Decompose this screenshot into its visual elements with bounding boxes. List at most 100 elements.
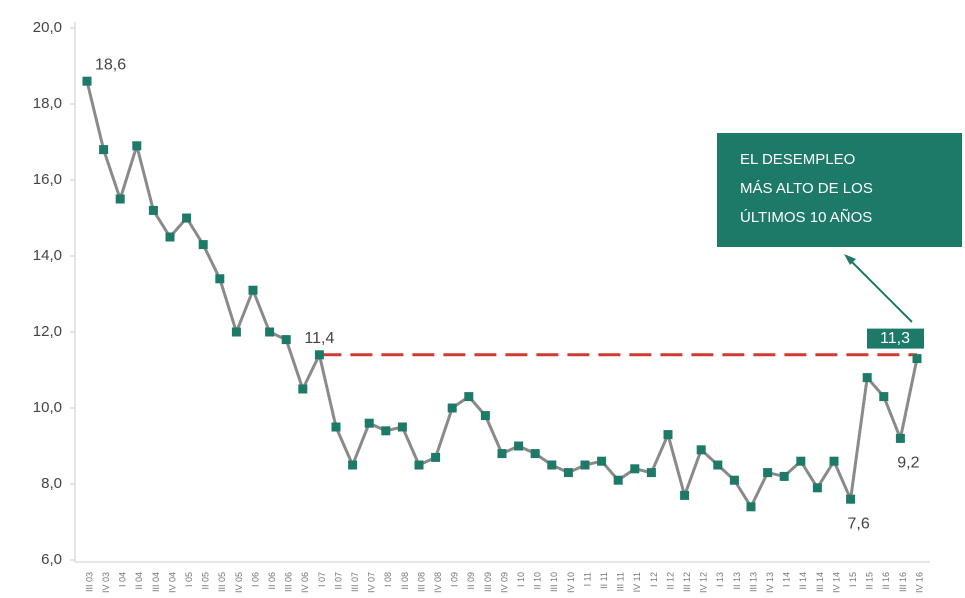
point-marker [663,430,673,440]
point-marker [298,384,308,394]
y-tick-label: 20,0 [33,19,62,36]
x-tick-label: II 14 [798,572,808,590]
point-marker [763,468,773,478]
point-marker [514,441,524,451]
point-marker [348,460,358,470]
highlight-box [867,328,924,349]
x-tick-label: IV 14 [831,572,841,593]
point-marker [547,460,557,470]
point-marker [115,194,125,204]
x-tick-label: II 15 [865,572,875,590]
point-marker [895,433,905,443]
point-marker [912,354,922,364]
point-marker [580,460,590,470]
x-tick-label: III 03 [84,572,94,592]
y-tick-label: 12,0 [33,323,62,340]
x-tick-label: III 16 [898,572,908,592]
point-marker [281,335,291,345]
point-marker [563,468,573,478]
callout-arrow [847,257,913,323]
point-marker [796,456,806,466]
x-tick-label: I 11 [582,572,592,586]
data-label: 11,3 [880,330,910,347]
point-marker [862,373,872,383]
point-marker [198,240,208,250]
x-tick-label: IV 03 [101,572,111,593]
point-marker [597,456,607,466]
point-marker [414,460,424,470]
point-marker [215,274,225,284]
x-tick-label: III 13 [748,572,758,592]
x-tick-label: III 09 [483,572,493,592]
point-marker [480,411,490,421]
point-marker [381,426,391,436]
x-tick-label: IV 16 [914,572,924,593]
x-tick-label: III 07 [350,572,360,592]
x-tick-label: II 05 [201,572,211,590]
point-marker [829,456,839,466]
arrow-head [844,254,856,265]
point-marker [447,403,457,413]
x-tick-label: I 05 [184,572,194,587]
x-tick-label: IV 12 [699,572,709,593]
point-marker [613,475,623,485]
point-marker [132,141,142,151]
point-marker [680,490,690,500]
x-tick-label: I 09 [450,572,460,587]
x-tick-label: III 11 [616,572,626,591]
x-tick-label: II 09 [466,572,476,590]
point-marker [99,145,109,155]
point-marker [846,494,856,504]
x-tick-label: IV 05 [234,572,244,593]
x-tick-label: II 16 [881,572,891,590]
x-tick-label: I 07 [317,572,327,587]
point-marker [231,327,241,337]
data-label: 7,6 [847,515,869,532]
point-marker [646,468,656,478]
y-tick-label: 6,0 [41,551,62,568]
x-tick-label: IV 06 [300,572,310,593]
data-label: 9,2 [897,455,919,472]
x-tick-label: II 08 [400,572,410,590]
x-tick-label: II 11 [599,572,609,589]
data-label: 11,4 [304,330,334,347]
x-tick-label: IV 09 [499,572,509,593]
data-label: 18,6 [95,56,126,73]
x-tick-label: II 06 [267,572,277,590]
y-tick-label: 8,0 [41,475,62,492]
x-tick-label: IV 04 [167,572,177,593]
point-marker [248,285,258,295]
x-tick-label: I 12 [649,572,659,587]
x-tick-label: III 05 [217,572,227,592]
x-tick-label: II 04 [134,572,144,590]
x-tick-label: III 10 [549,572,559,592]
x-tick-label: II 07 [333,572,343,590]
x-tick-label: III 06 [284,572,294,592]
callout-text: ÚLTIMOS 10 AÑOS [740,209,872,226]
x-tick-label: I 14 [782,572,792,587]
point-marker [746,502,756,512]
point-marker [314,350,324,360]
point-marker [82,76,92,86]
point-marker [165,232,175,242]
x-tick-label: III 14 [815,572,825,592]
point-marker [779,471,789,481]
x-tick-label: IV 11 [632,572,642,592]
x-tick-label: IV 10 [566,572,576,593]
callout-box [717,133,962,247]
point-marker [530,449,540,459]
point-marker [729,475,739,485]
x-tick-label: II 13 [732,572,742,590]
point-marker [265,327,275,337]
y-tick-label: 18,0 [33,95,62,112]
x-tick-label: I 10 [516,572,526,587]
point-marker [696,445,706,455]
point-marker [497,449,507,459]
x-tick-label: I 06 [250,572,260,587]
point-marker [464,392,474,402]
x-tick-label: IV 08 [433,572,443,593]
x-tick-label: II 10 [533,572,543,590]
point-marker [364,418,374,428]
x-tick-label: IV 07 [367,572,377,593]
callout-text: EL DESEMPLEO [740,151,855,168]
